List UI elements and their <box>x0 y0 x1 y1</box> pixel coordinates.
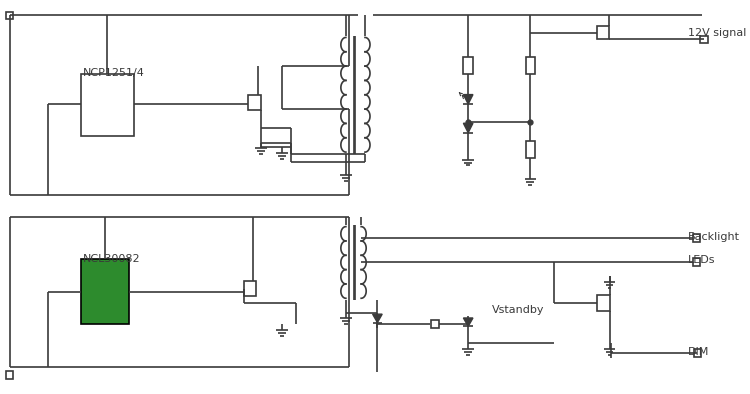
Bar <box>6 12 14 19</box>
Text: DIM: DIM <box>688 347 709 357</box>
Bar <box>693 234 700 242</box>
Text: NCL30082: NCL30082 <box>83 255 141 264</box>
Bar <box>81 259 129 324</box>
Bar <box>526 141 535 158</box>
Bar <box>464 57 473 74</box>
Polygon shape <box>464 318 473 326</box>
Bar <box>597 26 609 39</box>
Polygon shape <box>464 123 473 133</box>
Bar <box>81 74 134 136</box>
Bar <box>700 35 708 43</box>
Polygon shape <box>373 314 382 323</box>
Text: LEDs: LEDs <box>688 255 716 265</box>
Text: Backlight: Backlight <box>688 232 740 242</box>
Bar <box>6 371 14 379</box>
Text: Vstandby: Vstandby <box>492 305 544 315</box>
Bar <box>431 320 439 328</box>
Bar <box>597 296 610 311</box>
Text: 12V signal: 12V signal <box>688 28 746 38</box>
Polygon shape <box>464 95 473 104</box>
Bar <box>526 57 535 74</box>
Text: NCP1251/4: NCP1251/4 <box>83 68 145 78</box>
Bar <box>248 95 261 110</box>
Bar <box>244 281 256 296</box>
Bar <box>694 349 701 357</box>
Bar <box>693 258 700 266</box>
